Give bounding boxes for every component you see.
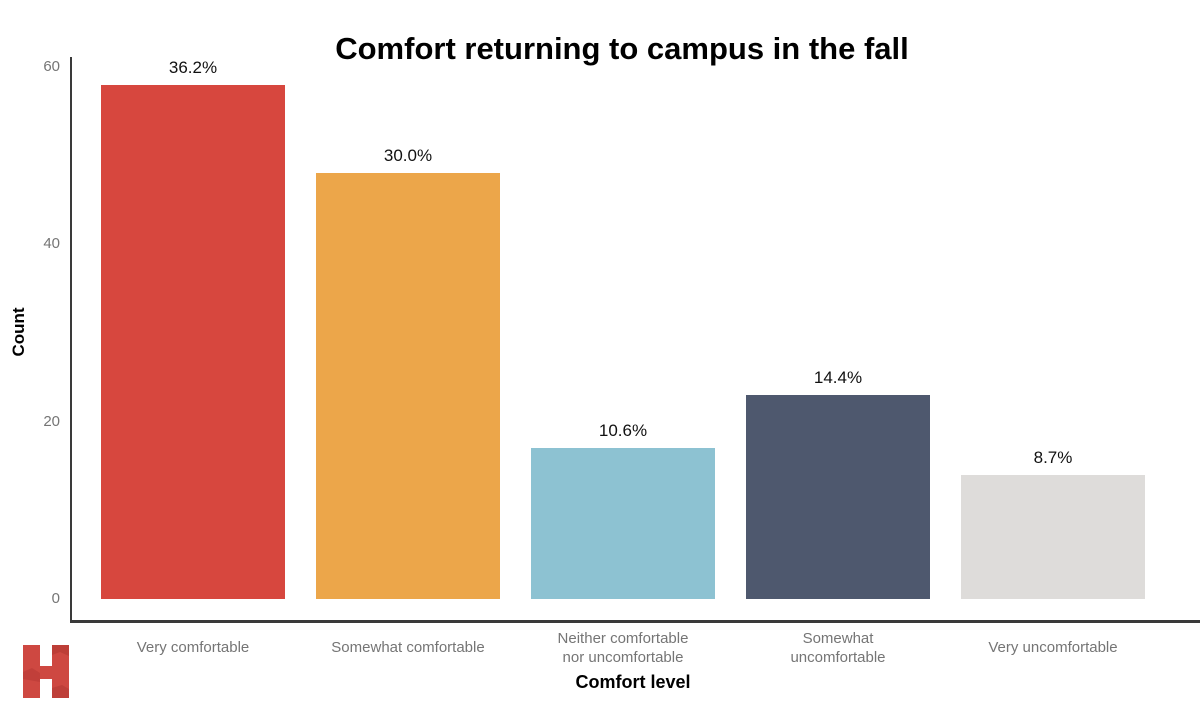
bar-value-label: 14.4% xyxy=(813,368,863,388)
bar-value-label: 10.6% xyxy=(598,421,648,441)
bar-neither-comfortable-nor-uncomfortable xyxy=(531,448,715,599)
bar-somewhat-comfortable xyxy=(316,173,500,599)
bar-value-label: 8.7% xyxy=(1033,447,1073,467)
y-tick-label: 60 xyxy=(43,57,60,75)
y-axis-title: Count xyxy=(9,307,28,357)
y-tick-label: 40 xyxy=(43,235,60,253)
x-category-label: Somewhat comfortable xyxy=(331,639,485,657)
x-category-label: Somewhat uncomfortable xyxy=(790,629,886,667)
x-axis-line xyxy=(70,620,1200,623)
x-category-label: Very comfortable xyxy=(136,639,250,657)
chart-title: Comfort returning to campus in the fall xyxy=(335,30,909,66)
y-axis-line xyxy=(70,57,72,623)
x-category-label: Very uncomfortable xyxy=(988,639,1118,657)
bar-very-comfortable xyxy=(101,84,285,599)
x-category-label: Neither comfortable nor uncomfortable xyxy=(557,629,689,667)
h-logo-icon xyxy=(23,645,69,698)
bar-value-label: 36.2% xyxy=(168,57,218,77)
x-axis-title: Comfort level xyxy=(575,672,691,692)
y-tick-label: 0 xyxy=(51,590,60,607)
bar-value-label: 30.0% xyxy=(383,146,433,166)
bar-very-uncomfortable xyxy=(961,474,1145,599)
y-tick-label: 20 xyxy=(43,412,60,430)
bar-somewhat-uncomfortable xyxy=(746,395,930,599)
